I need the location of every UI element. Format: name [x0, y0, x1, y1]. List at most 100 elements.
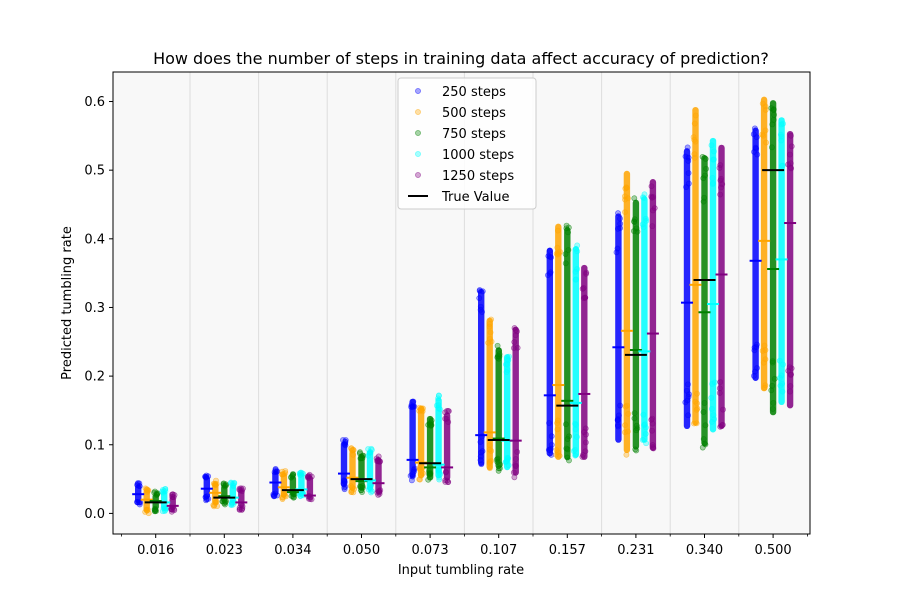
data-point: [546, 420, 552, 426]
data-point: [565, 224, 572, 231]
data-point: [553, 250, 560, 257]
data-point: [690, 134, 697, 140]
data-point: [631, 228, 637, 234]
data-point: [349, 447, 355, 454]
data-point: [564, 446, 571, 453]
data-point: [212, 499, 219, 506]
data-point: [374, 489, 381, 496]
data-point: [213, 499, 220, 505]
data-point: [769, 406, 776, 412]
data-point: [494, 342, 501, 349]
data-point: [445, 479, 451, 485]
data-point: [684, 397, 691, 404]
data-point: [477, 306, 484, 313]
data-point: [642, 421, 648, 428]
data-point: [291, 494, 297, 501]
data-point: [692, 112, 699, 119]
data-point: [776, 357, 783, 364]
point-cloud: [632, 199, 640, 450]
data-point: [623, 451, 630, 458]
data-point: [649, 427, 655, 434]
data-point: [708, 394, 715, 401]
data-point: [682, 153, 689, 160]
data-point: [445, 408, 452, 415]
data-point: [720, 406, 726, 413]
data-point: [143, 486, 150, 493]
data-points: [134, 96, 795, 517]
data-point: [683, 184, 689, 191]
data-point: [780, 120, 786, 127]
data-point: [419, 470, 426, 477]
data-point: [641, 422, 647, 428]
y-tick-label: 0.3: [84, 301, 105, 316]
data-point: [787, 383, 794, 389]
legend-marker: [415, 88, 421, 94]
data-point: [375, 453, 382, 460]
data-point: [282, 493, 289, 500]
y-tick-label: 0.0: [84, 507, 105, 522]
data-point: [581, 429, 587, 435]
data-point: [716, 385, 723, 392]
point-cloud: [443, 412, 451, 481]
data-point: [213, 477, 219, 484]
plot-frame: [112, 71, 811, 535]
data-point: [691, 151, 698, 157]
y-axis-label: Predicted tumbling rate: [60, 226, 75, 380]
point-cloud: [375, 457, 382, 495]
data-point: [759, 100, 766, 107]
data-point: [760, 132, 767, 139]
data-point: [495, 465, 502, 472]
data-point: [617, 402, 624, 409]
data-point: [154, 491, 160, 498]
x-axis-label: Input tumbling rate: [398, 563, 524, 578]
data-point: [162, 486, 169, 493]
data-point: [710, 412, 717, 419]
data-point: [640, 194, 646, 201]
data-point: [574, 242, 581, 249]
point-cloud: [649, 179, 657, 451]
data-point: [700, 409, 707, 415]
data-point: [717, 191, 724, 198]
data-point: [279, 471, 286, 478]
data-point: [478, 449, 485, 456]
data-point: [514, 449, 521, 455]
legend-marker: [415, 151, 421, 157]
data-point: [486, 446, 493, 453]
data-point: [419, 408, 426, 415]
data-point: [711, 379, 718, 386]
point-cloud: [641, 196, 648, 443]
x-tick-label: 0.050: [343, 543, 380, 558]
data-point: [642, 215, 649, 222]
data-point: [144, 506, 151, 513]
data-point: [703, 165, 709, 172]
data-point: [476, 295, 483, 302]
data-point: [409, 404, 416, 410]
data-point: [443, 415, 450, 422]
data-point: [640, 411, 647, 418]
data-point: [761, 384, 768, 391]
data-point: [751, 149, 757, 155]
data-point: [760, 359, 767, 366]
data-point: [417, 476, 423, 483]
data-point: [771, 375, 778, 382]
data-point: [298, 469, 304, 476]
data-point: [427, 471, 433, 478]
data-point: [419, 464, 426, 471]
legend-label: 750 steps: [442, 127, 506, 142]
data-point: [444, 477, 451, 484]
data-point: [510, 469, 517, 476]
data-point: [229, 499, 235, 506]
data-point: [476, 287, 483, 294]
data-point: [545, 253, 552, 259]
point-cloud: [701, 155, 708, 447]
data-point: [547, 445, 554, 452]
data-point: [477, 439, 484, 445]
point-cloud: [778, 117, 785, 406]
x-tick-label: 0.073: [411, 543, 448, 558]
data-point: [357, 449, 363, 456]
data-point: [692, 398, 699, 405]
data-point: [685, 412, 692, 419]
data-point: [358, 487, 365, 494]
data-point: [682, 399, 689, 406]
